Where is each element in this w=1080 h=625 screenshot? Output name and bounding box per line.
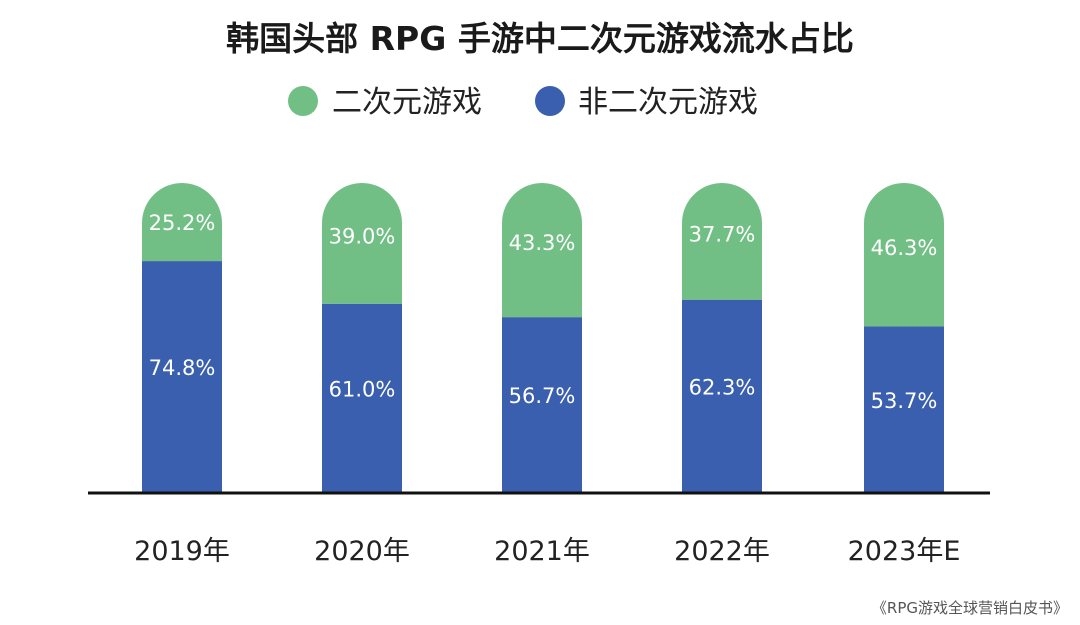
data-label-anime: 43.3% [509,231,576,255]
legend-swatch [288,86,318,116]
chart-title: 韩国头部 RPG 手游中二次元游戏流水占比 [226,19,854,58]
bar-segment-anime [142,183,222,262]
bar-segment-non-anime [682,299,762,493]
bar-segment-non-anime [502,317,582,493]
data-label-non-anime: 56.7% [509,384,576,408]
bar-segment-anime [322,183,402,304]
data-label-anime: 46.3% [871,236,938,260]
bar-segment-anime [502,183,582,318]
legend-label: 非二次元游戏 [578,85,758,120]
x-tick-label: 2023年E [848,536,961,567]
legend: 二次元游戏 非二次元游戏 [288,85,758,120]
x-tick-label: 2019年 [134,536,230,567]
x-tick-label: 2020年 [314,536,410,567]
data-label-non-anime: 61.0% [329,377,396,401]
data-label-anime: 25.2% [149,211,216,235]
data-label-non-anime: 62.3% [689,375,756,399]
source-note: 《RPG游戏全球营销白皮书》 [872,599,1068,617]
data-label-non-anime: 74.8% [149,356,216,380]
bars: 25.2% 74.8% 2019年 39.0% 61.0% 2020年 43.3% 56.7%… [134,183,960,567]
legend-swatch [535,86,565,116]
x-tick-label: 2022年 [674,536,770,567]
data-label-anime: 39.0% [329,224,396,248]
data-label-non-anime: 53.7% [871,389,938,413]
legend-label: 二次元游戏 [332,85,482,120]
bar-segment-anime [682,183,762,300]
bar-segment-non-anime [864,326,944,493]
bar-segment-anime [864,183,944,327]
x-tick-label: 2021年 [494,536,590,567]
data-label-anime: 37.7% [689,222,756,246]
bar-segment-non-anime [322,303,402,493]
bar-segment-non-anime [142,261,222,493]
